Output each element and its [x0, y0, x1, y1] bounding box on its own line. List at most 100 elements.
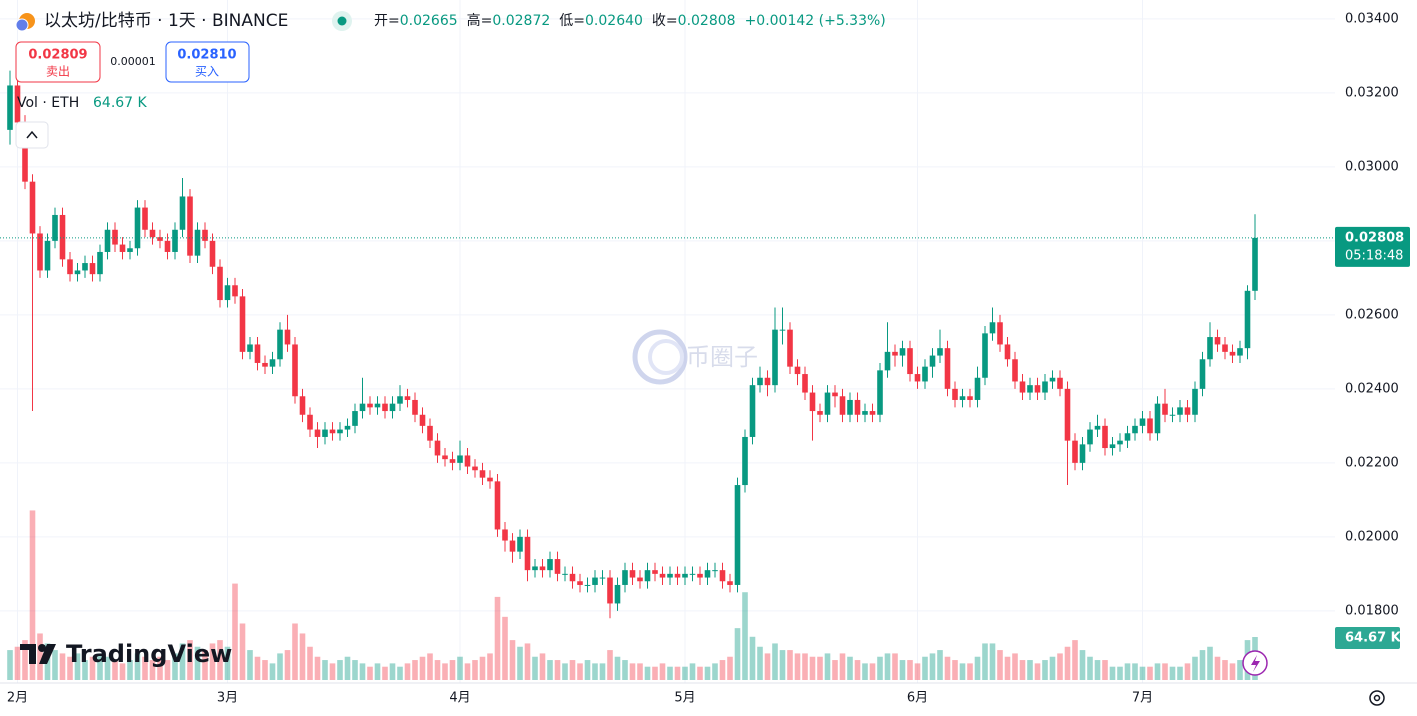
volume-bar [179, 643, 186, 680]
volume-bar [532, 656, 538, 680]
volume-bar [134, 653, 141, 680]
volume-bar [997, 650, 1003, 680]
candle-body [1064, 388, 1071, 441]
candle-body [284, 329, 291, 345]
candle-body [419, 414, 426, 426]
candle-body [457, 455, 463, 463]
candle-body [187, 196, 193, 256]
volume-bar [269, 663, 276, 680]
volume-bar [457, 656, 463, 680]
candle-body [937, 348, 943, 356]
volume-bar [772, 643, 778, 680]
candle-body [562, 573, 568, 575]
candle-body [794, 366, 801, 375]
volume-bar [502, 616, 508, 680]
volume-bar [644, 666, 651, 680]
volume-bar [1012, 653, 1018, 680]
candle-body [142, 207, 148, 230]
volume-bar [869, 663, 876, 680]
volume-bar [14, 646, 21, 680]
y-tick-label: 0.03000 [1345, 159, 1399, 174]
brand-text: TradingView [66, 640, 232, 668]
volume-bar [689, 663, 696, 680]
candle-body [847, 399, 853, 415]
candle-body [539, 566, 546, 571]
candle-body [1237, 348, 1243, 356]
volume-bar [982, 643, 988, 680]
candle-body [412, 399, 418, 415]
alert-icon[interactable] [1251, 655, 1260, 672]
candle-body [757, 377, 763, 386]
volume-bar [104, 656, 111, 680]
candle-body [1124, 433, 1131, 441]
volume-bar [59, 653, 66, 680]
volume-bar [914, 663, 921, 680]
candle-body [854, 399, 861, 415]
candle-body [194, 229, 201, 256]
volume-bar [922, 656, 928, 680]
watermark: 币圈子 [632, 329, 758, 385]
candle-body [22, 122, 28, 182]
candle-body [764, 377, 771, 386]
sell-label[interactable]: 卖出 [46, 65, 70, 79]
buy-price[interactable]: 0.02810 [177, 48, 236, 63]
volume-bar [937, 650, 943, 680]
candle-body [839, 396, 846, 415]
candle-body [382, 403, 388, 412]
candle-body [697, 573, 703, 578]
volume-bar [1199, 650, 1206, 680]
candle-body [637, 577, 643, 582]
volume-bar [37, 633, 43, 680]
collapse-icon[interactable] [26, 130, 38, 139]
buy-button[interactable] [165, 41, 250, 83]
volume-bar [719, 660, 726, 680]
volume-bar [142, 656, 148, 680]
candle-body [239, 296, 246, 352]
volume-bar [727, 656, 733, 680]
settings-button[interactable] [1369, 690, 1385, 706]
candle-body [1079, 444, 1086, 463]
candle-body [247, 344, 253, 352]
candle-body [1244, 290, 1251, 349]
candle-body [1132, 425, 1138, 434]
volume-bar [434, 660, 441, 680]
candle-body [914, 374, 921, 382]
symbol-icon [15, 18, 29, 32]
volume-bar [67, 656, 73, 680]
volume-bar [1094, 660, 1101, 680]
sell-button[interactable] [15, 41, 101, 83]
candle-body [1139, 418, 1146, 426]
volume-bar [464, 663, 471, 680]
volume-bar [404, 663, 411, 680]
grid [0, 0, 1335, 683]
candle-body [982, 333, 988, 378]
candle-body [389, 403, 396, 412]
candle-body [1027, 385, 1033, 393]
candle-body [104, 229, 111, 252]
candle-body [907, 348, 913, 375]
volume-bar [262, 660, 268, 680]
collapse-button[interactable] [15, 121, 49, 149]
candle-body [449, 459, 456, 463]
candle-body [1192, 388, 1198, 415]
volume-bar [764, 653, 771, 680]
volume-layer [7, 510, 1258, 680]
volume-bar [1214, 656, 1221, 680]
volume-bar [569, 660, 576, 680]
ohlc-value: 0.02665 [400, 13, 458, 29]
volume-bar [659, 663, 666, 680]
volume-bar [892, 653, 898, 680]
candle-body [929, 355, 936, 367]
candle-body [884, 351, 891, 371]
volume-bar [629, 663, 636, 680]
sell-price[interactable]: 0.02809 [28, 48, 87, 63]
volume-bar [749, 636, 756, 680]
candle-body [944, 348, 951, 389]
volume-bar [577, 663, 583, 680]
candle-body [1154, 403, 1161, 434]
buy-label[interactable]: 买入 [195, 65, 219, 79]
volume-bar [712, 663, 718, 680]
symbol: 以太坊/比特币 · 1天 · BINANCE [44, 11, 288, 31]
candle-body [7, 85, 13, 130]
volume-bar [929, 653, 936, 680]
